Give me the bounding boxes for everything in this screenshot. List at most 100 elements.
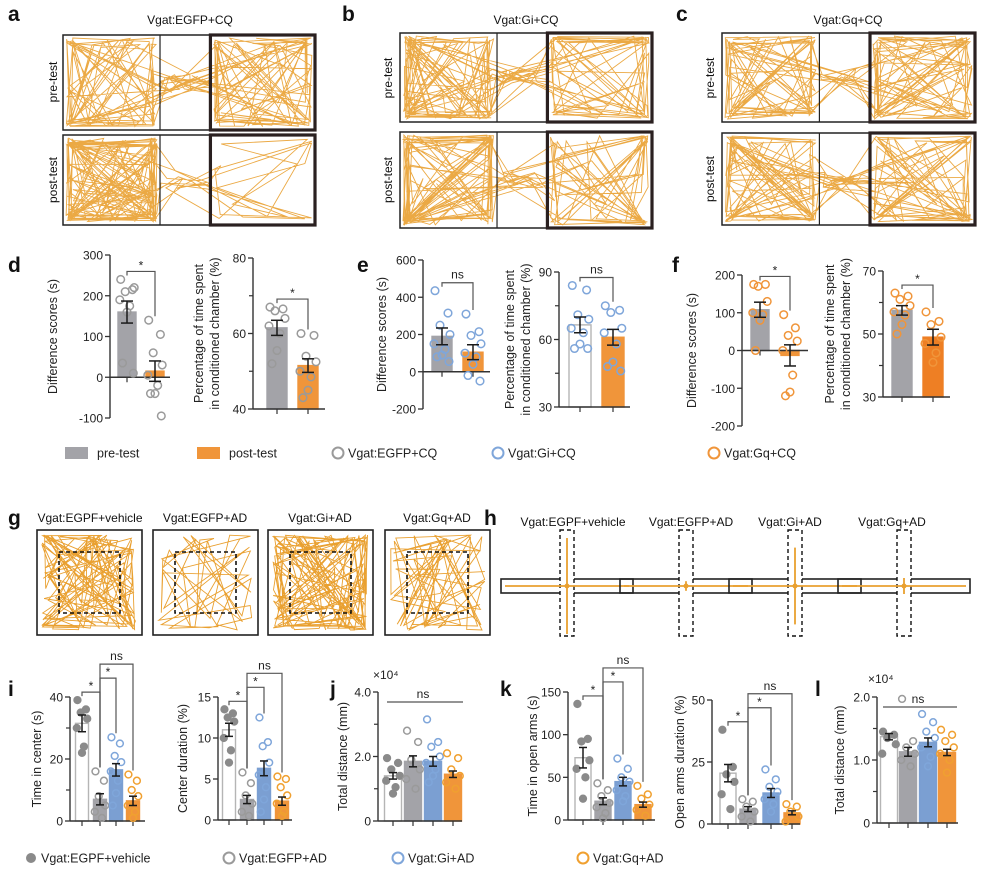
data-point bbox=[949, 743, 958, 752]
significance-label: * bbox=[915, 272, 920, 286]
data-point bbox=[760, 279, 770, 289]
significance-label: * bbox=[611, 669, 616, 683]
data-point bbox=[769, 800, 778, 809]
data-point bbox=[427, 742, 436, 751]
legend-marker bbox=[391, 851, 405, 865]
significance-bracket bbox=[747, 693, 793, 801]
data-point bbox=[602, 361, 613, 372]
data-point bbox=[128, 813, 138, 823]
plus-maze-label-3: Vgat:Gi+AD bbox=[758, 515, 822, 529]
data-point bbox=[402, 774, 411, 784]
data-point bbox=[107, 733, 116, 742]
data-point bbox=[108, 801, 117, 810]
data-point bbox=[254, 770, 263, 780]
cpp-track-box bbox=[721, 131, 977, 227]
data-point bbox=[461, 309, 471, 319]
y-tick-label: 600 bbox=[396, 254, 416, 268]
data-point bbox=[298, 393, 308, 403]
significance-label: * bbox=[290, 286, 295, 300]
data-point bbox=[575, 339, 585, 349]
data-point bbox=[91, 767, 100, 776]
y-tick-label: -200 bbox=[392, 403, 416, 417]
data-point bbox=[779, 310, 789, 320]
y-axis-label: Open arms duration (%) bbox=[673, 695, 687, 828]
y-tick-label: 4.0 bbox=[354, 686, 371, 700]
data-point bbox=[270, 306, 280, 316]
panel-label-a: a bbox=[8, 3, 20, 26]
significance-label: * bbox=[236, 688, 241, 702]
data-point bbox=[110, 751, 119, 761]
chart-e1: -200 0 200 400 600 Difference scores (s) ns bbox=[375, 254, 490, 417]
significance-label: * bbox=[773, 263, 778, 277]
data-point bbox=[581, 773, 590, 782]
data-point bbox=[150, 389, 160, 399]
plus-maze bbox=[837, 529, 971, 637]
panel-label-c: c bbox=[676, 3, 688, 26]
data-point bbox=[934, 316, 944, 326]
data-point bbox=[600, 301, 610, 311]
significance-bracket bbox=[441, 282, 474, 311]
significance-label: ns bbox=[110, 649, 123, 663]
y-tick-label: 0 bbox=[56, 815, 63, 829]
data-point bbox=[148, 348, 158, 358]
data-point bbox=[606, 307, 616, 318]
ad-legend-item: Vgat:Gq+AD bbox=[576, 851, 664, 866]
plus-maze-tracks bbox=[500, 529, 971, 637]
data-point bbox=[910, 749, 919, 758]
data-point bbox=[311, 357, 321, 367]
bar-j-3 bbox=[443, 773, 463, 822]
data-point bbox=[388, 789, 398, 798]
cpp-legend-item: pre-test bbox=[65, 447, 140, 461]
open-field-label-4: Vgat:Gq+AD bbox=[403, 511, 471, 525]
data-point bbox=[878, 727, 888, 736]
data-point bbox=[471, 352, 481, 362]
data-point bbox=[746, 817, 755, 826]
data-point bbox=[309, 330, 319, 340]
legend-label: post-test bbox=[229, 447, 277, 461]
panel-label-f: f bbox=[672, 254, 680, 277]
data-point bbox=[760, 795, 769, 804]
movement-trace bbox=[41, 534, 136, 631]
data-point bbox=[585, 756, 594, 765]
data-point bbox=[111, 788, 121, 798]
data-point bbox=[447, 765, 456, 774]
significance-bracket bbox=[602, 667, 644, 782]
cpp-track-box bbox=[399, 130, 654, 230]
data-point bbox=[782, 800, 791, 809]
y-tick-label: 25 bbox=[692, 756, 706, 770]
cpp-track-box bbox=[721, 31, 977, 124]
y-tick-label: 90 bbox=[539, 266, 553, 280]
significance-label: * bbox=[591, 683, 596, 697]
data-point bbox=[762, 296, 772, 306]
data-point bbox=[897, 320, 907, 330]
significance-label: ns bbox=[451, 268, 464, 282]
significance-bracket bbox=[99, 663, 134, 771]
movement-trace bbox=[401, 133, 649, 227]
open-field-label-1: Vgat:EGPF+vehicle bbox=[37, 511, 142, 525]
data-point bbox=[72, 723, 81, 733]
movement-trace bbox=[65, 137, 313, 223]
data-point bbox=[578, 794, 588, 803]
y-axis-label: in conditioned chamber (%) bbox=[839, 258, 853, 410]
data-point bbox=[90, 807, 99, 816]
y-tick-label: 0 bbox=[698, 818, 705, 832]
data-point bbox=[616, 366, 626, 376]
significance-label: ns bbox=[617, 653, 630, 667]
data-point bbox=[771, 775, 780, 784]
data-point bbox=[402, 726, 412, 735]
row-label-pre-c: pre-test bbox=[703, 57, 717, 98]
data-point bbox=[303, 385, 313, 395]
data-point bbox=[783, 330, 793, 340]
data-point bbox=[395, 771, 404, 780]
data-point bbox=[97, 813, 107, 823]
data-point bbox=[917, 709, 927, 719]
chart-f2: 30 50 70 Percentage of time spent in conditi… bbox=[823, 258, 950, 410]
data-point bbox=[117, 757, 126, 767]
center-zone bbox=[406, 551, 469, 614]
y-tick-label: 50 bbox=[692, 694, 706, 708]
y-tick-label: 30 bbox=[863, 391, 877, 405]
data-point bbox=[455, 771, 464, 780]
y-axis-label: Difference scores (s) bbox=[46, 279, 60, 394]
legends: pre-test post-test Vgat:EGFP+CQ Vgat:Gi+CQ V… bbox=[26, 446, 796, 866]
data-point bbox=[115, 739, 125, 748]
